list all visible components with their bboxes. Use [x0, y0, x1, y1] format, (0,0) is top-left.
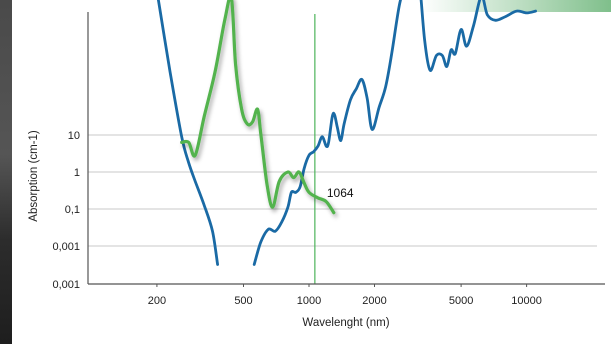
y-tick-label: 0,001	[52, 241, 80, 253]
y-tick-label: 1	[74, 167, 80, 179]
left-edge-shadow	[0, 0, 12, 344]
top-right-edge-fade	[421, 0, 611, 12]
x-tick-label: 200	[148, 295, 166, 307]
series-lines	[156, 0, 537, 266]
x-tick-label: 10000	[511, 295, 542, 307]
y-tick-labels: 10 1 0,1 0,001 0,001	[52, 130, 80, 291]
y-axis-title: Absorption (cm-1)	[28, 130, 40, 222]
x-tick-label: 5000	[449, 295, 473, 307]
y-tick-label: 0,001	[52, 279, 80, 291]
reference-line-label: 1064	[327, 186, 354, 200]
blue-series-line	[252, 0, 537, 266]
blue-series-line	[156, 0, 219, 266]
x-tick-label: 500	[234, 295, 252, 307]
x-tick-label: 1000	[297, 295, 321, 307]
axes	[87, 12, 605, 285]
y-tick-label: 0,1	[65, 204, 80, 216]
x-tick-label: 2000	[362, 295, 386, 307]
x-tick-labels: 200 500 1000 2000 5000 10000	[148, 284, 542, 307]
x-axis-title: Wavelenght (nm)	[302, 317, 389, 329]
y-tick-label: 10	[68, 130, 80, 142]
green-series-line	[180, 0, 336, 215]
